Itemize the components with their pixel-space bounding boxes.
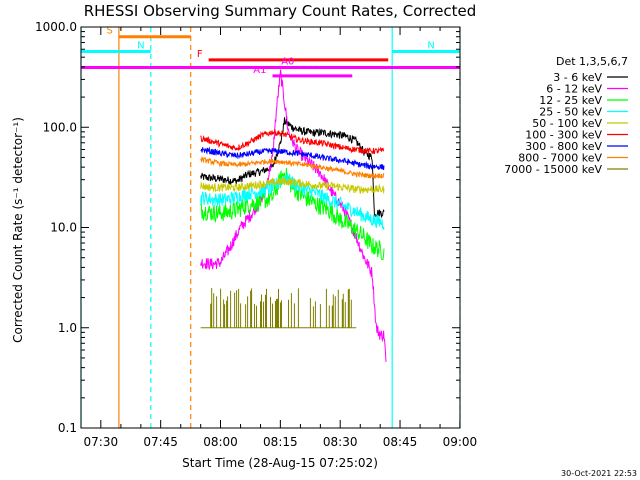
a0-segment <box>302 65 306 69</box>
marker-label: S <box>107 26 113 37</box>
legend-entry-label: 100 - 300 keV <box>525 129 602 142</box>
a0-segment <box>315 65 319 69</box>
series-line <box>200 167 385 261</box>
series-line <box>200 117 385 219</box>
y-axis-label: Corrected Count Rate (s⁻¹ detector⁻¹) <box>11 117 25 343</box>
legend-entry-label: 6 - 12 keV <box>546 83 602 96</box>
x-tick-label: 08:00 <box>203 435 238 449</box>
footer-timestamp: 30-Oct-2021 22:53 <box>561 469 637 478</box>
marker-label: A1 <box>253 65 266 76</box>
y-tick-label: 10.0 <box>50 221 77 235</box>
axes: 0.1 1.0 10.0 100.0 1000.0 07:30 07:45 08:00 08:1… <box>35 20 477 449</box>
a0-segment <box>309 65 312 69</box>
chart-title: RHESSI Observing Summary Count Rates, Co… <box>84 2 477 20</box>
x-axis-label: Start Time (28-Aug-15 07:25:02) <box>182 456 378 470</box>
legend-title: Det 1,3,5,6,7 <box>556 55 628 68</box>
x-tick-label: 08:45 <box>383 435 418 449</box>
marker-label: N <box>137 40 144 51</box>
series-line <box>200 156 385 180</box>
legend-entry-label: 300 - 800 keV <box>525 140 602 153</box>
plot-frame <box>80 26 461 429</box>
series-line <box>200 129 385 155</box>
y-tick-label: 100.0 <box>43 120 77 134</box>
legend-entry-label: 800 - 7000 keV <box>518 152 602 165</box>
vertical-lines <box>80 27 461 428</box>
y-tick-label: 1.0 <box>58 321 77 335</box>
marker-label: N <box>427 40 434 51</box>
legend-entry-label: 25 - 50 keV <box>539 106 602 119</box>
x-tick-label: 07:45 <box>143 435 178 449</box>
x-tick-label: 08:30 <box>323 435 358 449</box>
series-line <box>200 146 385 171</box>
legend-entry-label: 3 - 6 keV <box>553 71 602 84</box>
x-tick-label: 07:30 <box>84 435 119 449</box>
series-line <box>200 288 357 329</box>
legend-entry-label: 50 - 100 keV <box>532 117 602 130</box>
x-tick-label: 09:00 <box>443 435 478 449</box>
series-line <box>200 176 385 194</box>
marker-label: F <box>197 49 203 60</box>
legend-entry-label: 7000 - 15000 keV <box>504 163 602 176</box>
a0-segment <box>296 65 299 69</box>
x-tick-label: 08:15 <box>263 435 298 449</box>
legend-entry-label: 12 - 25 keV <box>539 94 602 107</box>
marker-label: A0 <box>281 56 294 67</box>
y-tick-label: 0.1 <box>58 421 77 435</box>
interval-markers: S N N F A0 A1 <box>81 26 460 78</box>
series-lines <box>200 69 387 362</box>
y-tick-label: 1000.0 <box>35 20 77 34</box>
